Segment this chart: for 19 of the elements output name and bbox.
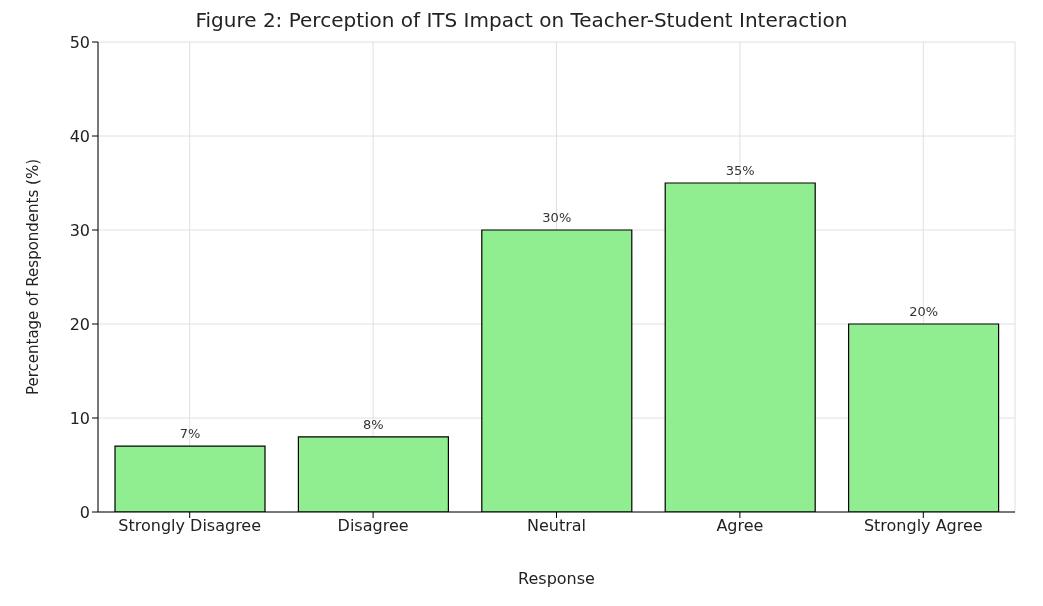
x-tick-label: Agree	[716, 516, 764, 536]
y-tick-label: 10	[69, 408, 90, 428]
data-label: 30%	[542, 210, 572, 225]
y-tick-label: 50	[69, 32, 90, 52]
y-axis-title: Percentage of Respondents (%)	[24, 158, 43, 396]
data-label: 35%	[725, 163, 755, 178]
data-label: 20%	[909, 304, 939, 319]
y-tick-label: 0	[79, 502, 90, 522]
x-tick-label: Neutral	[526, 516, 587, 536]
y-tick-label: 40	[69, 126, 90, 146]
x-axis-title: Response	[518, 569, 595, 588]
y-tick-label: 30	[69, 220, 90, 240]
x-tick-label: Disagree	[337, 516, 409, 536]
y-tick-label: 20	[69, 314, 90, 334]
x-tick-label: Strongly Agree	[863, 516, 983, 536]
x-tick-label: Strongly Disagree	[118, 516, 262, 536]
data-label: 8%	[363, 416, 384, 432]
data-label: 7%	[179, 426, 201, 442]
chart-title: Figure 2: Perception of ITS Impact on Teacher-Student Interaction	[194, 8, 849, 32]
